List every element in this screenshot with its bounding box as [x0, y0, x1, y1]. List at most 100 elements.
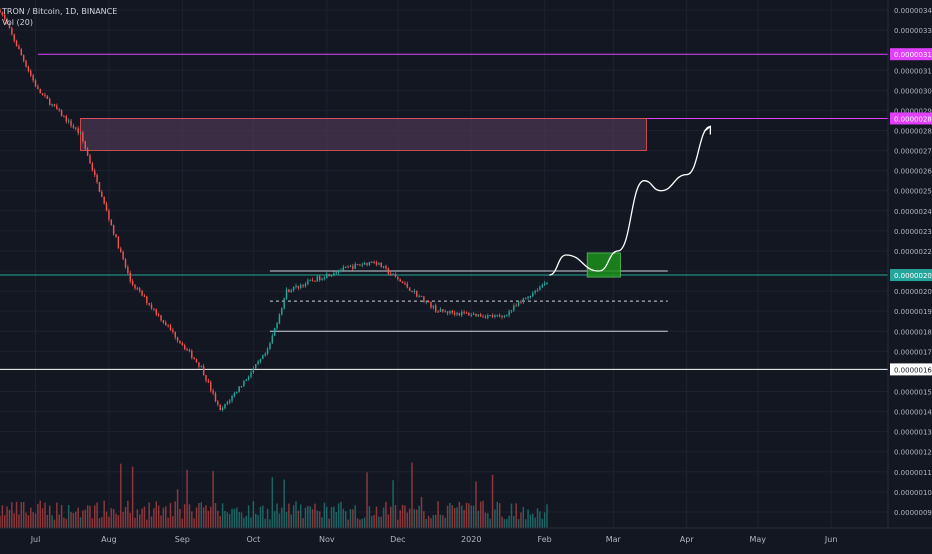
candle-body — [82, 132, 84, 142]
volume-bar — [51, 515, 53, 528]
volume-bar — [292, 505, 295, 528]
candle-body — [427, 301, 430, 303]
volume-bar — [252, 501, 255, 528]
volume-bar — [335, 511, 337, 528]
candle-body — [48, 98, 51, 105]
chart-drawings[interactable] — [0, 53, 888, 370]
candle-body — [349, 266, 352, 268]
candle-body — [186, 349, 188, 351]
symbol-title[interactable]: TRON / Bitcoin, 1D, BINANCE — [2, 7, 118, 16]
volume-bar — [174, 501, 176, 528]
candle-body — [233, 393, 236, 396]
candle-body — [6, 19, 8, 25]
volume-bar — [541, 518, 544, 528]
volume-bar — [243, 517, 245, 528]
candle-body — [72, 125, 75, 128]
volume-bar — [127, 500, 129, 528]
volume-bar — [214, 503, 217, 528]
volume-bar — [224, 510, 226, 528]
candle-body — [368, 261, 371, 265]
volume-bar — [520, 512, 522, 528]
volume-bar — [53, 519, 56, 528]
volume-bar — [423, 511, 425, 528]
volume-bar — [148, 502, 150, 528]
candle-body — [321, 278, 323, 280]
candle-body — [212, 390, 214, 394]
volume-indicator-label[interactable]: Vol (20) — [2, 18, 33, 27]
time-tick-label: 2020 — [461, 535, 481, 544]
volume-bar — [250, 517, 252, 528]
volume-bar — [337, 503, 340, 528]
volume-bar — [302, 518, 304, 528]
volume-bar — [247, 505, 250, 528]
candle-body — [271, 335, 274, 344]
candle-body — [169, 325, 172, 330]
candle-body — [103, 196, 105, 204]
volume-bar — [546, 504, 548, 528]
candle-body — [515, 305, 517, 307]
candle-body — [210, 382, 212, 391]
volume-bar — [340, 501, 342, 528]
volume-bar — [226, 512, 229, 528]
volume-bar — [503, 519, 506, 528]
candle-body — [354, 264, 356, 269]
candle-body — [285, 289, 288, 299]
candle-body — [141, 290, 143, 296]
candle-body — [70, 120, 72, 126]
candle-body — [446, 311, 449, 314]
candle-body — [155, 309, 158, 315]
projection-arrowhead — [703, 125, 712, 135]
candle-body — [134, 284, 136, 289]
entry-zone-rect — [586, 252, 621, 278]
candle-body — [39, 88, 41, 94]
volume-bar — [427, 515, 430, 528]
candle-body — [91, 163, 94, 171]
volume-bar — [186, 469, 188, 528]
candle-body — [453, 312, 456, 315]
candle-body — [58, 109, 60, 111]
volume-bar — [371, 515, 373, 528]
volume-bar — [183, 504, 186, 528]
price-badge-label: 0.00000161 — [894, 366, 932, 374]
volume-bar — [321, 517, 323, 528]
volume-bar — [288, 503, 290, 528]
volume-bar — [501, 516, 503, 528]
candle-body — [257, 361, 259, 365]
candle-body — [506, 315, 508, 317]
candle-body — [30, 71, 32, 76]
volume-bar — [458, 501, 461, 528]
time-tick-label: Mar — [606, 535, 622, 544]
candle-body — [434, 305, 437, 312]
candle-body — [255, 364, 257, 369]
volume-bar — [451, 505, 454, 528]
candle-body — [475, 313, 477, 317]
candle-body — [508, 311, 510, 316]
time-axis[interactable]: Jul Aug Sep Oct Nov Dec 2020 Feb Mar Apr May Jun — [30, 535, 838, 544]
volume-bar — [37, 503, 39, 528]
volume-bar — [536, 508, 539, 528]
candle-body — [399, 279, 401, 282]
candle-body — [136, 288, 139, 290]
candle-body — [527, 296, 529, 299]
candle-body — [51, 104, 53, 106]
candle-body — [172, 329, 174, 332]
volume-bar — [529, 514, 532, 528]
candle-body — [105, 203, 108, 211]
candle-body — [477, 314, 480, 317]
volume-bar — [141, 508, 143, 528]
volume-bar — [143, 506, 146, 528]
candle-body — [238, 386, 240, 392]
candle-body — [397, 276, 399, 280]
projection-path[interactable] — [549, 125, 712, 276]
volume-bar — [318, 511, 321, 528]
volume-bar — [510, 503, 513, 528]
candle-body — [404, 283, 406, 285]
volume-bar — [65, 519, 68, 528]
